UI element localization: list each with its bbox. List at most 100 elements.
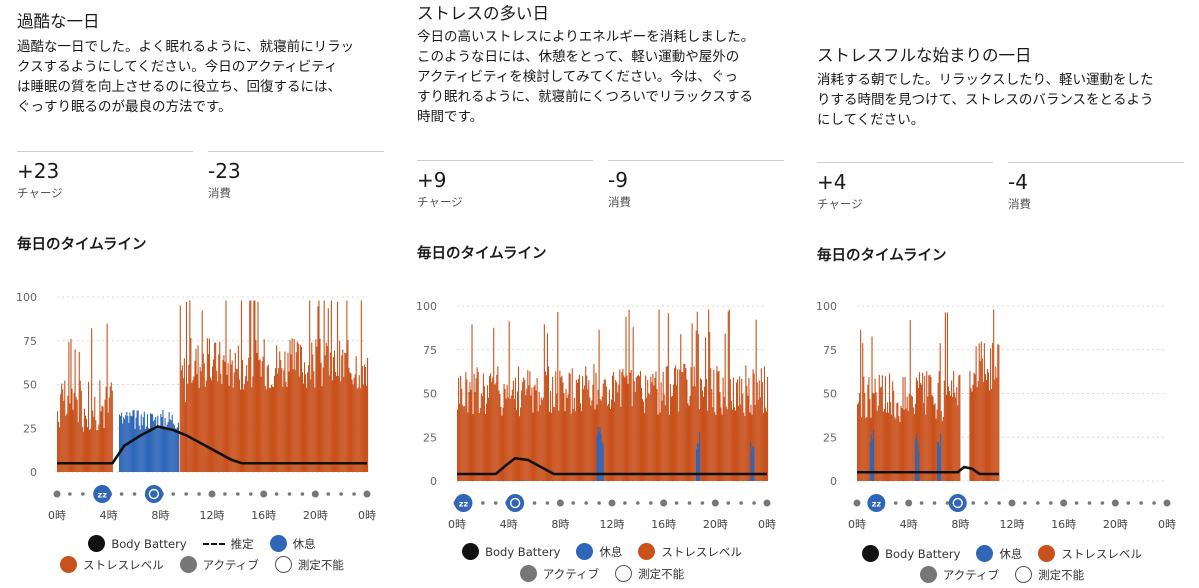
stress-bar xyxy=(976,386,978,481)
stress-bar xyxy=(956,387,958,481)
stress-bar xyxy=(619,369,621,481)
stress-bar xyxy=(272,387,275,472)
stress-bar xyxy=(256,352,258,472)
stress-bar xyxy=(764,407,767,481)
charge-stat: +23 チャージ xyxy=(17,151,193,201)
stress-bar xyxy=(314,387,316,472)
timeline-dot xyxy=(648,501,653,505)
stress-bar xyxy=(624,377,626,481)
stress-bar xyxy=(109,386,111,472)
timeline-dot xyxy=(119,492,124,496)
stress-bar xyxy=(219,341,221,472)
stress-bar xyxy=(603,379,605,481)
stress-bar xyxy=(200,371,202,472)
legend-label: ストレスレベル xyxy=(83,557,164,572)
stress-bar xyxy=(742,393,744,481)
stress-bar xyxy=(477,372,479,481)
stress-bar xyxy=(501,415,503,481)
stress-bar xyxy=(715,415,717,481)
stress-bar xyxy=(744,416,746,481)
stress-bar xyxy=(479,408,481,481)
stress-bar xyxy=(633,381,635,481)
stress-bar xyxy=(577,378,579,481)
legend-row: ストレスレベル アクティブ 測定不能 xyxy=(17,556,387,573)
stress-bar xyxy=(254,300,256,472)
stress-bar xyxy=(233,372,235,472)
legend-label: アクティブ xyxy=(202,557,259,572)
rest-bar xyxy=(150,413,152,472)
stress-bar xyxy=(864,392,866,481)
stress-bar xyxy=(593,364,595,481)
timeline-dot xyxy=(532,501,537,505)
stress-bar xyxy=(187,383,189,472)
rest-bar xyxy=(130,415,132,472)
timeline-dot xyxy=(1036,501,1040,505)
stress-bar xyxy=(628,309,630,481)
stress-bar xyxy=(631,406,633,481)
rest-bar xyxy=(164,418,166,472)
rest-bar xyxy=(152,414,154,472)
stress-bar xyxy=(946,312,948,481)
stress-bar xyxy=(498,390,500,481)
timeline-title: 毎日のタイムライン xyxy=(17,237,147,253)
stress-bar xyxy=(595,372,597,481)
stress-bar xyxy=(301,372,303,472)
stress-bar xyxy=(767,376,769,481)
rest-bar xyxy=(147,428,150,472)
stress-bar xyxy=(339,340,341,472)
stress-bar xyxy=(79,380,81,472)
stress-bar xyxy=(657,414,659,481)
stress-bar xyxy=(924,375,926,481)
daily-timeline-chart: 100 75 50 25 0 0時 4時 8時 12時 16時 20時 0時 zz xyxy=(417,300,776,531)
stress-bar xyxy=(992,343,994,481)
stress-bar xyxy=(584,385,586,481)
stress-bar xyxy=(505,398,507,481)
stress-bar xyxy=(474,391,476,481)
rest-bar xyxy=(599,426,601,481)
panel-title: 過酷な一日 xyxy=(17,12,100,31)
stress-bar xyxy=(927,396,929,481)
stress-bar xyxy=(499,393,501,481)
stress-bar xyxy=(240,300,243,472)
stress-bar xyxy=(484,413,486,481)
stress-bar xyxy=(616,382,618,481)
timeline-dot xyxy=(687,501,692,505)
timeline-dot xyxy=(571,501,576,505)
stress-bar xyxy=(59,427,61,472)
stress-bar xyxy=(901,408,903,481)
stress-bar xyxy=(654,377,656,481)
stress-bar xyxy=(282,386,284,472)
stress-bar xyxy=(290,354,292,472)
stress-bar xyxy=(509,398,511,481)
stress-bar xyxy=(941,421,943,481)
legend-item-unmeasured: 測定不能 xyxy=(1015,566,1084,583)
timeline-dot xyxy=(493,501,498,505)
stress-bar xyxy=(660,382,662,481)
stress-bar xyxy=(253,300,255,472)
stress-bar xyxy=(520,407,522,481)
rest-bar xyxy=(140,414,142,472)
stress-bar xyxy=(727,311,729,481)
stress-bar xyxy=(875,392,877,481)
stress-bar xyxy=(78,351,80,472)
stress-bar xyxy=(719,391,721,481)
stress-bar xyxy=(559,370,561,481)
timeline-dot xyxy=(1048,501,1053,505)
legend-item-rest: 休息 xyxy=(576,543,622,560)
legend-label: 休息 xyxy=(292,536,316,551)
stress-bar xyxy=(293,338,295,472)
drain-value: -4 xyxy=(1008,170,1028,194)
rest-bar xyxy=(597,427,599,481)
timeline-dot xyxy=(674,501,679,505)
stress-bar xyxy=(317,306,319,472)
legend-label: 測定不能 xyxy=(1038,567,1085,582)
stress-bar xyxy=(892,381,894,481)
stress-bar xyxy=(986,368,989,481)
rest-bar xyxy=(602,444,604,481)
stress-bar xyxy=(350,373,352,472)
legend-item-active: アクティブ xyxy=(519,565,599,582)
body-battery-line xyxy=(57,425,367,465)
y-tick-label: 0 xyxy=(430,475,437,488)
stress-bar xyxy=(973,372,975,481)
stress-bar xyxy=(73,392,75,472)
